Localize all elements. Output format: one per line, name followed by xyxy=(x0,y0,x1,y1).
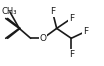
Text: F: F xyxy=(83,27,88,36)
Text: F: F xyxy=(69,50,74,59)
Text: F: F xyxy=(69,14,74,23)
Text: F: F xyxy=(50,7,55,16)
Text: O: O xyxy=(40,34,47,43)
Text: CH₃: CH₃ xyxy=(2,7,17,16)
